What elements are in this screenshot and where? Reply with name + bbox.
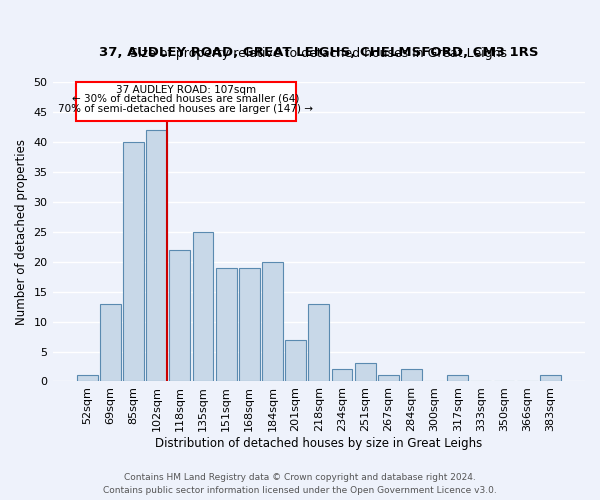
Title: Size of property relative to detached houses in Great Leighs: Size of property relative to detached ho… bbox=[130, 47, 507, 60]
Bar bbox=[216, 268, 236, 382]
Text: 37 AUDLEY ROAD: 107sqm: 37 AUDLEY ROAD: 107sqm bbox=[116, 85, 256, 95]
Bar bbox=[540, 376, 561, 382]
Bar bbox=[308, 304, 329, 382]
Bar bbox=[332, 370, 352, 382]
Bar bbox=[401, 370, 422, 382]
Bar bbox=[239, 268, 260, 382]
Bar bbox=[355, 364, 376, 382]
Bar bbox=[193, 232, 214, 382]
Bar bbox=[448, 376, 468, 382]
Bar bbox=[262, 262, 283, 382]
Bar bbox=[285, 340, 306, 382]
Bar bbox=[146, 130, 167, 382]
Bar bbox=[123, 142, 144, 382]
Bar bbox=[169, 250, 190, 382]
FancyBboxPatch shape bbox=[76, 82, 296, 121]
Bar bbox=[100, 304, 121, 382]
Bar bbox=[77, 376, 98, 382]
Text: 70% of semi-detached houses are larger (147) →: 70% of semi-detached houses are larger (… bbox=[58, 104, 313, 114]
X-axis label: Distribution of detached houses by size in Great Leighs: Distribution of detached houses by size … bbox=[155, 437, 482, 450]
Text: Contains HM Land Registry data © Crown copyright and database right 2024.
Contai: Contains HM Land Registry data © Crown c… bbox=[103, 474, 497, 495]
Text: ← 30% of detached houses are smaller (64): ← 30% of detached houses are smaller (64… bbox=[72, 94, 299, 104]
Text: 37, AUDLEY ROAD, GREAT LEIGHS, CHELMSFORD, CM3 1RS: 37, AUDLEY ROAD, GREAT LEIGHS, CHELMSFOR… bbox=[99, 46, 539, 60]
Y-axis label: Number of detached properties: Number of detached properties bbox=[15, 138, 28, 324]
Bar bbox=[378, 376, 398, 382]
